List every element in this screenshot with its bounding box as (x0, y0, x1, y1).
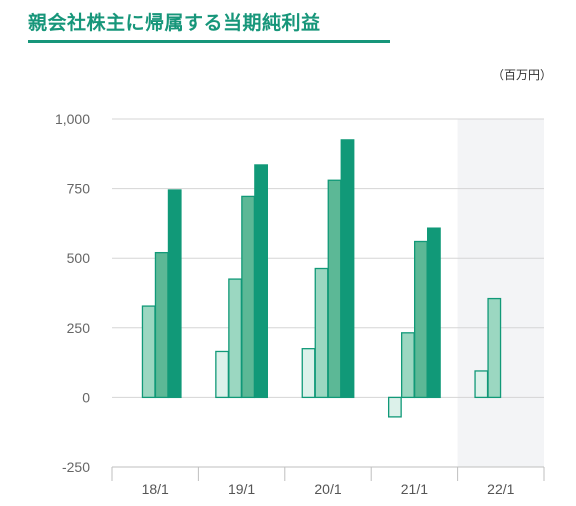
bar (167, 189, 182, 399)
bar (400, 332, 415, 399)
x-tick-label: 22/1 (487, 481, 514, 497)
bar (154, 251, 169, 399)
bar (487, 297, 502, 399)
unit-label: （百万円） (491, 68, 552, 82)
bar (241, 195, 256, 399)
y-tick-label: 500 (67, 250, 91, 266)
bar (314, 267, 329, 399)
bar (327, 179, 342, 399)
y-tick-label: -250 (62, 459, 90, 475)
bar (426, 227, 441, 399)
bar (254, 164, 269, 399)
x-tick-label: 18/1 (142, 481, 169, 497)
y-tick-label: 250 (67, 320, 91, 336)
bar (413, 240, 428, 399)
y-tick-label: 750 (67, 181, 91, 197)
chart-title-wrap: 親会社株主に帰属する当期純利益 (28, 8, 321, 35)
x-tick-label: 21/1 (401, 481, 428, 497)
bar (474, 370, 489, 399)
chart-title: 親会社株主に帰属する当期純利益 (28, 12, 321, 34)
bar (340, 139, 355, 399)
bar (228, 278, 243, 399)
bar (387, 396, 402, 418)
x-tick-label: 19/1 (228, 481, 255, 497)
y-tick-label: 0 (82, 389, 90, 405)
bar (141, 305, 156, 399)
bar (215, 350, 230, 399)
bar (301, 348, 316, 399)
y-tick-label: 1,000 (55, 111, 90, 127)
title-underline (28, 40, 390, 43)
x-tick-label: 20/1 (314, 481, 341, 497)
highlight-column (457, 119, 544, 467)
